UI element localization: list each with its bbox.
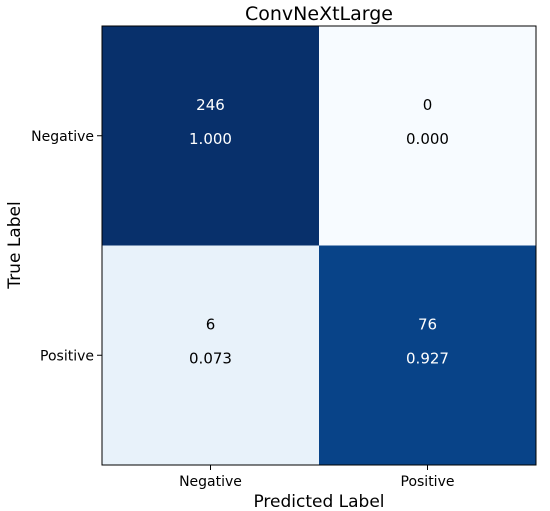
x-axis-label: Predicted Label: [253, 492, 384, 511]
cell-rate-label: 0.927: [406, 349, 449, 367]
y-tick-label: Positive: [40, 348, 94, 364]
cell-rate-label: 0.000: [406, 130, 449, 148]
y-axis-label: True Label: [5, 201, 25, 289]
plot-frame: [101, 25, 537, 466]
heatmap-cell: [102, 245, 319, 465]
x-tick-label: Positive: [401, 474, 455, 490]
cell-count-label: 0: [423, 96, 433, 114]
plot-area: 246 1.000 0 0.000 6 0.073 76 0.927: [102, 26, 536, 465]
y-axis: Negative Positive: [31, 129, 102, 364]
heatmap-cell: [102, 26, 319, 246]
cell-count-label: 76: [418, 315, 437, 333]
cell-count-label: 246: [196, 96, 225, 114]
heatmap-cell: [319, 245, 536, 465]
cell-rate-label: 0.073: [189, 349, 232, 367]
chart-title: ConvNeXtLarge: [245, 3, 393, 25]
x-axis: Negative Positive: [179, 465, 454, 490]
heatmap-cell: [319, 26, 536, 246]
cell-count-label: 6: [206, 315, 216, 333]
y-tick-label: Negative: [31, 129, 94, 145]
x-tick-label: Negative: [179, 474, 242, 490]
cell-rate-label: 1.000: [189, 130, 232, 148]
